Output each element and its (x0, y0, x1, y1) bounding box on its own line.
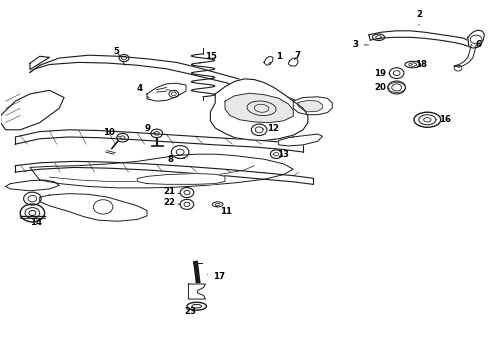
Polygon shape (467, 30, 484, 48)
Text: 5: 5 (114, 47, 120, 57)
Polygon shape (147, 83, 185, 101)
Polygon shape (264, 56, 272, 65)
Polygon shape (293, 97, 331, 115)
Text: 6: 6 (472, 40, 481, 49)
Text: 19: 19 (373, 69, 389, 78)
Text: 4: 4 (136, 84, 149, 98)
Text: 12: 12 (263, 123, 278, 132)
Text: 2: 2 (415, 10, 421, 25)
Polygon shape (288, 58, 298, 66)
Polygon shape (278, 134, 322, 146)
Text: 15: 15 (199, 52, 217, 63)
Text: 7: 7 (293, 51, 300, 60)
Text: 11: 11 (215, 206, 231, 216)
Polygon shape (137, 174, 224, 184)
Text: 21: 21 (163, 187, 180, 196)
Text: 1: 1 (268, 52, 281, 64)
Text: 14: 14 (30, 218, 42, 227)
Polygon shape (298, 100, 322, 112)
Polygon shape (0, 90, 64, 130)
Text: 16: 16 (435, 115, 450, 124)
Text: 23: 23 (183, 307, 196, 316)
Polygon shape (5, 180, 59, 191)
Text: 8: 8 (167, 152, 176, 164)
Polygon shape (188, 284, 205, 299)
Text: 3: 3 (352, 40, 368, 49)
Polygon shape (210, 79, 307, 140)
Text: 18: 18 (410, 60, 426, 69)
Polygon shape (40, 194, 147, 221)
Text: 20: 20 (373, 83, 389, 92)
Polygon shape (30, 56, 49, 69)
Text: 9: 9 (144, 123, 154, 133)
Polygon shape (30, 154, 293, 188)
Polygon shape (224, 93, 293, 123)
Text: 17: 17 (207, 271, 225, 280)
Text: 22: 22 (163, 198, 180, 207)
Text: 10: 10 (103, 128, 120, 137)
Text: 13: 13 (272, 150, 288, 159)
